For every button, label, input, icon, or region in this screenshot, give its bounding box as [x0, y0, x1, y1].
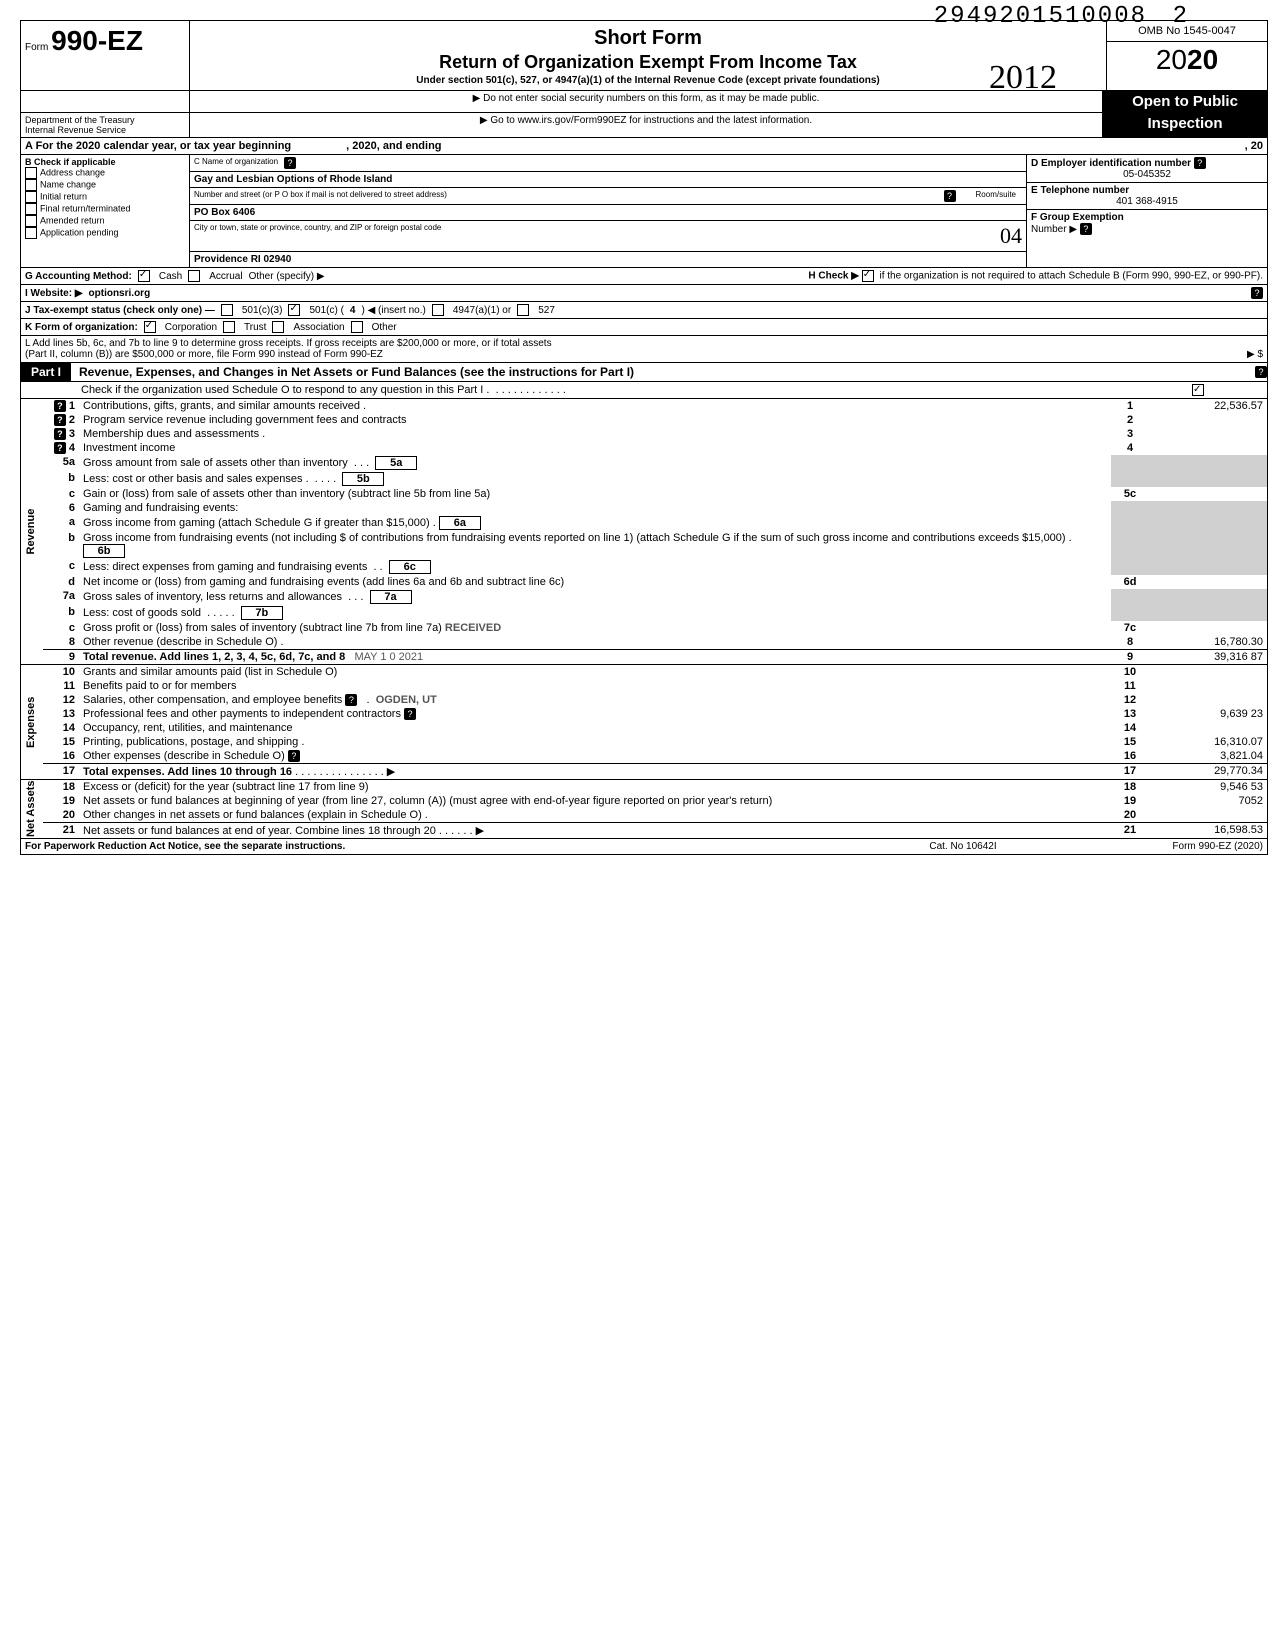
- help-icon[interactable]: ?: [54, 414, 66, 426]
- checkbox[interactable]: [517, 304, 529, 316]
- form-page: 2949201510008 2 2012 Form 990-EZ Short F…: [20, 20, 1268, 855]
- help-icon[interactable]: ?: [54, 400, 66, 412]
- form-prefix: Form: [25, 42, 48, 53]
- line13-value: 9,639 23: [1149, 707, 1267, 721]
- ogden-stamp: OGDEN, UT: [376, 694, 437, 706]
- subtitle: Under section 501(c), 527, or 4947(a)(1)…: [198, 75, 1098, 86]
- goto-url: ▶ Go to www.irs.gov/Form990EZ for instru…: [190, 113, 1102, 137]
- expenses-label: Expenses: [21, 665, 43, 780]
- form-number-box: Form 990-EZ: [21, 21, 190, 90]
- checkbox-accrual[interactable]: [188, 270, 200, 282]
- checkbox[interactable]: [351, 321, 363, 333]
- org-name: Gay and Lesbian Options of Rhode Island: [194, 174, 392, 185]
- website: optionsri.org: [89, 288, 151, 299]
- row-k: K Form of organization: Corporation Trus…: [21, 319, 1267, 336]
- line17-value: 29,770.34: [1149, 764, 1267, 780]
- help-icon[interactable]: ?: [1255, 366, 1267, 378]
- row-l: L Add lines 5b, 6c, and 7b to line 9 to …: [21, 336, 1267, 363]
- title-box: Short Form Return of Organization Exempt…: [190, 21, 1106, 90]
- line18-value: 9,546 53: [1149, 780, 1267, 795]
- handwritten-04: 04: [1000, 223, 1022, 249]
- box-c: C Name of organization ? Gay and Lesbian…: [190, 155, 1026, 267]
- checkbox[interactable]: [223, 321, 235, 333]
- tax-year: 20202020: [1107, 42, 1267, 78]
- checkbox[interactable]: [272, 321, 284, 333]
- omb-box: OMB No 1545-0047 20202020: [1106, 21, 1267, 90]
- footer: For Paperwork Reduction Act Notice, see …: [21, 838, 1267, 854]
- footer-left: For Paperwork Reduction Act Notice, see …: [25, 841, 863, 852]
- line9-value: 39,316 87: [1149, 650, 1267, 665]
- row-g-h: G Accounting Method: Cash Accrual Other …: [21, 268, 1267, 285]
- short-form-title: Short Form: [198, 27, 1098, 50]
- checkbox[interactable]: [25, 191, 37, 203]
- checkbox-schedule-o[interactable]: [1192, 384, 1204, 396]
- line19-value: 7052: [1149, 794, 1267, 808]
- part1-tag: Part I: [21, 363, 71, 381]
- help-icon[interactable]: ?: [1251, 287, 1263, 299]
- inspection: Inspection: [1102, 113, 1267, 137]
- form-number: 990-EZ: [51, 25, 143, 56]
- info-block: B Check if applicable Address change Nam…: [21, 155, 1267, 268]
- checkbox-cash[interactable]: [138, 270, 150, 282]
- row-i: I Website: ▶ optionsri.org ?: [21, 285, 1267, 302]
- checkbox-schedule-b[interactable]: [862, 270, 874, 282]
- dept-treasury: Department of the Treasury Internal Reve…: [21, 113, 190, 137]
- checkbox[interactable]: [25, 215, 37, 227]
- checkbox[interactable]: [25, 179, 37, 191]
- revenue-label: Revenue: [21, 399, 43, 665]
- org-address: PO Box 6406: [194, 207, 255, 218]
- row-j: J Tax-exempt status (check only one) — 5…: [21, 302, 1267, 319]
- row-a: A For the 2020 calendar year, or tax yea…: [21, 138, 1267, 155]
- open-public: Open to Public: [1102, 91, 1267, 112]
- org-city: Providence RI 02940: [194, 254, 291, 265]
- line21-value: 16,598.53: [1149, 823, 1267, 839]
- netassets-label: Net Assets: [21, 780, 43, 839]
- checkbox[interactable]: [25, 227, 37, 239]
- help-icon[interactable]: ?: [1080, 223, 1092, 235]
- dln-suffix: 2: [1173, 3, 1187, 30]
- help-icon[interactable]: ?: [1194, 157, 1206, 169]
- phone: 401 368-4915: [1031, 196, 1263, 207]
- footer-form: Form 990-EZ (2020): [1063, 841, 1263, 852]
- box-b: B Check if applicable Address change Nam…: [21, 155, 190, 267]
- dept-left-blank: [21, 91, 190, 112]
- checkbox[interactable]: [221, 304, 233, 316]
- main-title: Return of Organization Exempt From Incom…: [198, 52, 1098, 73]
- received-stamp: RECEIVED: [445, 622, 501, 634]
- checkbox[interactable]: [25, 167, 37, 179]
- footer-cat: Cat. No 10642I: [863, 841, 1063, 852]
- help-icon[interactable]: ?: [284, 157, 296, 169]
- checkbox[interactable]: [432, 304, 444, 316]
- line8-value: 16,780.30: [1149, 635, 1267, 650]
- line16-value: 3,821.04: [1149, 749, 1267, 764]
- dept-row-2: Department of the Treasury Internal Reve…: [21, 113, 1267, 138]
- ein: 05-045352: [1031, 169, 1263, 180]
- line1-value: 22,536.57: [1149, 399, 1267, 413]
- part1-header: Part I Revenue, Expenses, and Changes in…: [21, 363, 1267, 382]
- header-row: Form 990-EZ Short Form Return of Organiz…: [21, 21, 1267, 91]
- help-icon[interactable]: ?: [345, 694, 357, 706]
- part1-title: Revenue, Expenses, and Changes in Net As…: [71, 365, 1255, 379]
- help-icon[interactable]: ?: [404, 708, 416, 720]
- checkbox-corp[interactable]: [144, 321, 156, 333]
- checkbox-501c[interactable]: [288, 304, 300, 316]
- ssn-note: ▶ Do not enter social security numbers o…: [190, 91, 1102, 112]
- date-stamp: MAY 1 0 2021: [354, 651, 423, 663]
- help-icon[interactable]: ?: [54, 442, 66, 454]
- box-def: D Employer identification number ? 05-04…: [1026, 155, 1267, 267]
- line15-value: 16,310.07: [1149, 735, 1267, 749]
- checkbox[interactable]: [25, 203, 37, 215]
- part1-note: Check if the organization used Schedule …: [21, 382, 1267, 399]
- help-icon[interactable]: ?: [944, 190, 956, 202]
- dept-row-1: ▶ Do not enter social security numbers o…: [21, 91, 1267, 113]
- help-icon[interactable]: ?: [54, 428, 66, 440]
- lines-table: Revenue ? 1 Contributions, gifts, grants…: [21, 399, 1267, 838]
- help-icon[interactable]: ?: [288, 750, 300, 762]
